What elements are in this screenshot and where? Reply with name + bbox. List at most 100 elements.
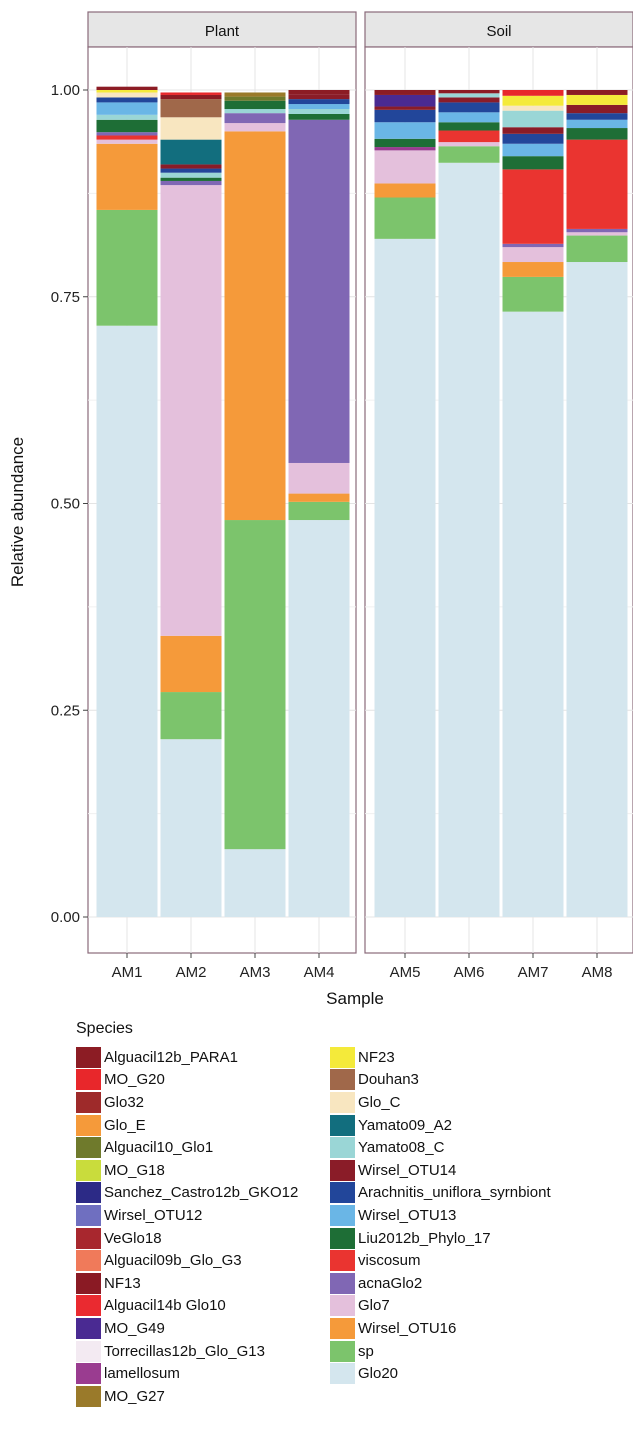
legend-swatch <box>76 1159 101 1181</box>
bar-segment-am2-acnaglo2 <box>160 180 222 186</box>
legend-column-1: Alguacil12b_PARA1 MO_G20 Glo32 Glo_E Alguaci… <box>76 1046 298 1408</box>
bar-segment-am2-glo-e <box>160 635 222 693</box>
legend-swatch <box>76 1204 101 1226</box>
bar-segment-am8-liu2012b-phylo-17 <box>566 128 628 140</box>
bar-segment-am8-glo20 <box>566 262 628 917</box>
bar-am8 <box>566 90 628 917</box>
legend-swatch <box>76 1046 101 1068</box>
legend-swatch <box>330 1272 355 1294</box>
legend-label: acnaGlo2 <box>358 1274 423 1292</box>
legend-item-lamellosum: lamellosum <box>76 1362 298 1385</box>
bar-segment-am6-yamato08-c <box>438 93 500 98</box>
legend-item-wirsel-otu13: Wirsel_OTU13 <box>330 1204 551 1227</box>
bar-segment-am7-sp <box>502 276 564 312</box>
legend-swatch <box>76 1069 101 1091</box>
y-axis-title: Relative abundance <box>8 437 27 587</box>
legend-item-nf13: NF13 <box>76 1272 298 1295</box>
bar-segment-am7-arachnitis-uniflora-syrnbiont <box>502 133 564 144</box>
legend-swatch <box>76 1363 101 1385</box>
bar-segment-am4-glo20 <box>288 520 350 917</box>
legend-item-arachnitis-uniflora-syrnbiont: Arachnitis_uniflora_syrnbiont <box>330 1182 551 1205</box>
legend-item-douhan3: Douhan3 <box>330 1069 551 1092</box>
legend-label: MO_G27 <box>104 1387 165 1405</box>
legend-item-wirsel-otu14: Wirsel_OTU14 <box>330 1159 551 1182</box>
bar-am5 <box>374 90 436 918</box>
bar-segment-am3-mo-g27 <box>224 92 286 97</box>
bar-am3 <box>224 92 286 917</box>
bar-segment-am6-glo7 <box>438 142 500 147</box>
legend-swatch <box>330 1204 355 1226</box>
bar-segment-am2-wirsel-otu14 <box>160 164 222 169</box>
y-tick-label: 0.50 <box>51 496 80 513</box>
legend-swatch <box>76 1317 101 1339</box>
bar-segment-am1-glo-c <box>96 92 158 98</box>
legend-item-acnaglo2: acnaGlo2 <box>330 1272 551 1295</box>
legend-item-sanchez-castro12b-gko12: Sanchez_Castro12b_GKO12 <box>76 1182 298 1205</box>
bar-segment-am4-sp <box>288 501 350 521</box>
bar-segment-am5-wirsel-otu13 <box>374 122 436 139</box>
bar-segment-am5-arachnitis-uniflora-syrnbiont <box>374 109 436 123</box>
legend-swatch <box>76 1137 101 1159</box>
legend-label: Glo20 <box>358 1365 399 1383</box>
bar-segment-am5-lamellosum <box>374 147 436 151</box>
bar-am7 <box>502 90 564 917</box>
bars-layer <box>96 86 628 918</box>
bar-segment-am7-wirsel-otu16 <box>502 262 564 277</box>
bar-segment-am1-glo-e <box>96 143 158 210</box>
legend-label: Glo32 <box>104 1093 145 1111</box>
bar-segment-am4-wirsel-otu13 <box>288 104 350 110</box>
bar-segment-am3-glo20 <box>224 849 286 917</box>
legend-swatch <box>330 1114 355 1136</box>
facet-strip-label-soil: Soil <box>486 23 511 40</box>
legend-swatch <box>76 1385 101 1407</box>
legend-item-mo-g27: MO_G27 <box>76 1385 298 1408</box>
bar-segment-am3-yamato08-c <box>224 109 286 114</box>
bar-segment-am7-wirsel-otu14 <box>502 127 564 134</box>
legend-label: Glo_E <box>104 1116 146 1134</box>
legend-swatch <box>330 1250 355 1272</box>
legend-column-2: NF23 Douhan3 Glo_C Yamato09_A2 Yamato08_C Wir… <box>330 1046 551 1385</box>
bar-segment-am7-glo7 <box>502 247 564 263</box>
legend-item-yamato08-c: Yamato08_C <box>330 1136 551 1159</box>
legend-label: Arachnitis_uniflora_syrnbiont <box>358 1184 551 1202</box>
legend-swatch <box>76 1091 101 1113</box>
bar-segment-am2-sp <box>160 692 222 740</box>
bar-segment-am5-sp <box>374 197 436 239</box>
bar-segment-am6-glo20 <box>438 162 500 917</box>
bar-segment-am2-glo20 <box>160 739 222 917</box>
legend-label: MO_G20 <box>104 1071 165 1089</box>
bar-segment-am5-glo7 <box>374 150 436 184</box>
legend-label: Alguacil09b_Glo_G3 <box>104 1252 242 1270</box>
legend-item-alguacil10-glo1: Alguacil10_Glo1 <box>76 1136 298 1159</box>
bar-segment-am2-douhan3 <box>160 99 222 118</box>
legend-label: sp <box>358 1342 374 1360</box>
bar-segment-am1-wirsel-otu13 <box>96 102 158 115</box>
legend-swatch <box>76 1295 101 1317</box>
legend-item-wirsel-otu12: Wirsel_OTU12 <box>76 1204 298 1227</box>
bar-segment-am4-wirsel-otu14 <box>288 94 350 100</box>
x-tick-label-am5: AM5 <box>390 964 421 981</box>
bar-segment-am1-nf23 <box>96 90 158 93</box>
legend-item-liu2012b-phylo-17: Liu2012b_Phylo_17 <box>330 1227 551 1250</box>
bar-segment-am6-viscosum <box>438 130 500 143</box>
bar-segment-am8-nf23 <box>566 94 628 105</box>
legend-swatch <box>330 1317 355 1339</box>
bar-segment-am4-acnaglo2 <box>288 119 350 463</box>
bar-segment-am3-glo7 <box>224 123 286 132</box>
legend-label: NF23 <box>358 1048 395 1066</box>
bar-segment-am1-glo20 <box>96 325 158 917</box>
bar-segment-am5-liu2012b-phylo-17 <box>374 138 436 148</box>
legend-label: Wirsel_OTU12 <box>104 1206 203 1224</box>
bar-segment-am7-acnaglo2 <box>502 243 564 248</box>
bar-segment-am2-mo-g20 <box>160 92 222 95</box>
legend-swatch <box>330 1227 355 1249</box>
legend-swatch <box>330 1340 355 1362</box>
legend-label: Alguacil12b_PARA1 <box>104 1048 238 1066</box>
bar-segment-am2-liu2012b-phylo-17 <box>160 177 222 181</box>
legend-item-alguacil12b-para1: Alguacil12b_PARA1 <box>76 1046 298 1069</box>
bar-segment-am2-alguacil12b-para1 <box>160 94 222 100</box>
x-tick-label-am4: AM4 <box>304 964 335 981</box>
x-tick-label-am7: AM7 <box>518 964 549 981</box>
legend-swatch <box>76 1182 101 1204</box>
bar-segment-am8-alguacil12b-para1 <box>566 90 628 95</box>
